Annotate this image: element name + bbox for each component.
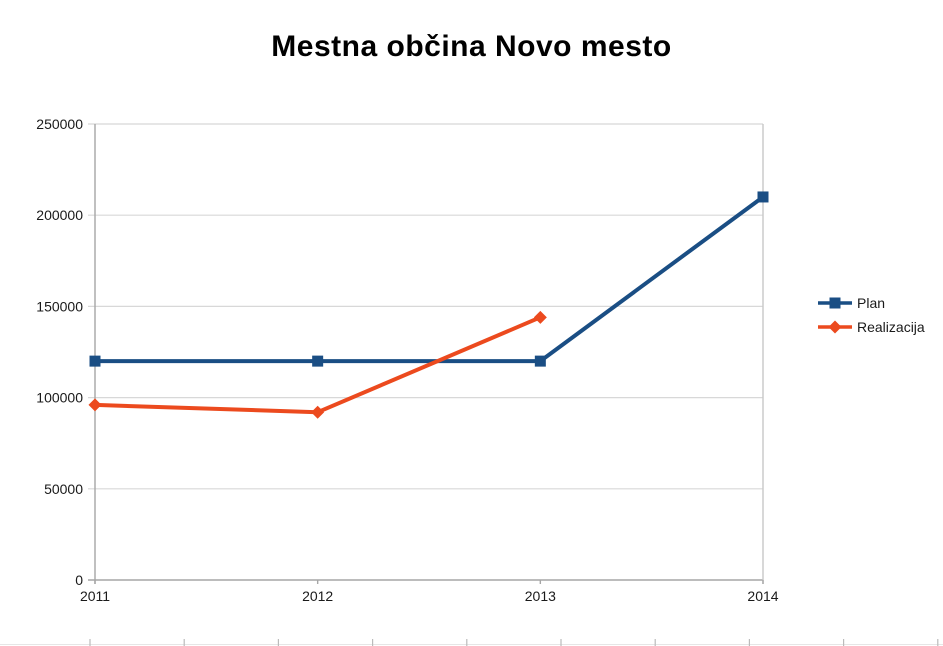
series-line-plan <box>95 195 765 364</box>
x-tick-label: 2012 <box>302 588 333 604</box>
legend-marker-realizacija <box>828 320 842 334</box>
series-marker-plan <box>312 355 324 367</box>
y-tick-label: 50000 <box>44 481 83 497</box>
y-tick-label: 0 <box>75 572 83 588</box>
x-tick-label: 2013 <box>525 588 556 604</box>
series-marker-plan <box>534 355 546 367</box>
series-marker-plan <box>89 355 101 367</box>
y-tick-label: 250000 <box>36 116 83 132</box>
series-marker-plan <box>757 191 769 203</box>
y-tick-label: 200000 <box>36 207 83 223</box>
chart-title: Mestna občina Novo mesto <box>271 30 672 63</box>
y-tick-label: 100000 <box>36 390 83 406</box>
series-marker-realizacija <box>533 310 547 324</box>
legend-marker-plan <box>829 297 841 309</box>
series-marker-realizacija <box>311 405 325 419</box>
series-marker-realizacija <box>88 398 102 412</box>
legend-label-realizacija: Realizacija <box>857 319 925 335</box>
x-tick-label: 2011 <box>80 588 110 604</box>
legend-label-plan: Plan <box>857 295 885 311</box>
x-tick-label: 2014 <box>747 588 778 604</box>
y-tick-label: 150000 <box>36 298 83 314</box>
